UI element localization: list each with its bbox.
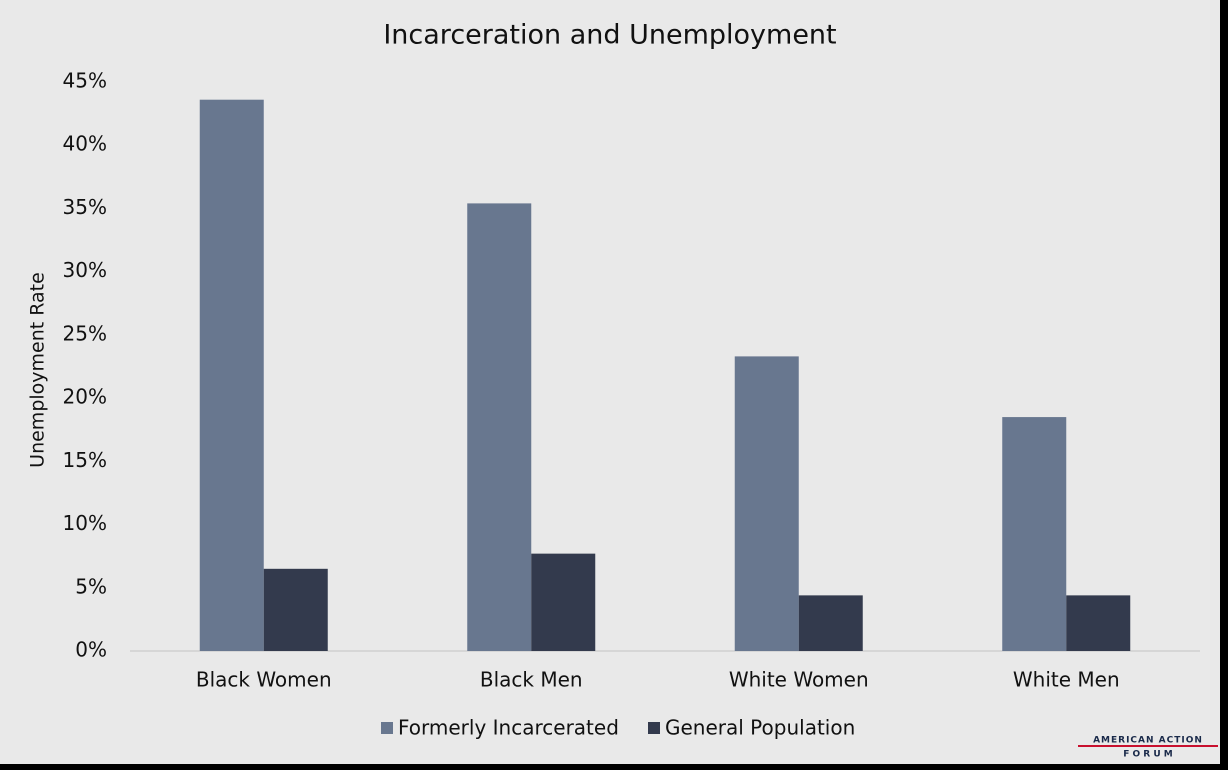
logo-line2: F O R U M: [1123, 750, 1173, 760]
bar: [1066, 595, 1131, 651]
y-tick-label: 35%: [63, 195, 107, 219]
x-tick-label: Black Men: [480, 668, 583, 692]
x-tick-label: White Women: [729, 668, 869, 692]
y-tick-label: 20%: [63, 385, 107, 409]
bar: [263, 568, 328, 651]
x-tick-label: White Men: [1013, 668, 1120, 692]
bar: [467, 203, 532, 652]
y-tick-label: 15%: [63, 448, 107, 472]
legend-swatch: [648, 722, 660, 734]
y-tick-label: 5%: [75, 574, 107, 598]
bar: [734, 356, 799, 651]
legend-label: General Population: [665, 716, 855, 740]
legend-label: Formerly Incarcerated: [398, 716, 619, 740]
logo-line1: AMERICAN ACTION: [1093, 736, 1203, 746]
y-tick-label: 0%: [75, 638, 107, 662]
legend-swatch: [381, 722, 393, 734]
y-tick-label: 45%: [63, 69, 107, 93]
bar: [798, 595, 863, 651]
y-tick-label: 40%: [63, 132, 107, 156]
y-axis-label: Unemployment Rate: [27, 272, 49, 468]
bar: [199, 99, 264, 652]
y-tick-label: 25%: [63, 321, 107, 345]
y-tick-label: 30%: [63, 258, 107, 282]
chart-title: Incarceration and Unemployment: [383, 20, 836, 51]
bar: [1002, 417, 1067, 651]
y-tick-label: 10%: [63, 511, 107, 535]
bar: [531, 553, 596, 651]
x-tick-label: Black Women: [196, 668, 332, 692]
